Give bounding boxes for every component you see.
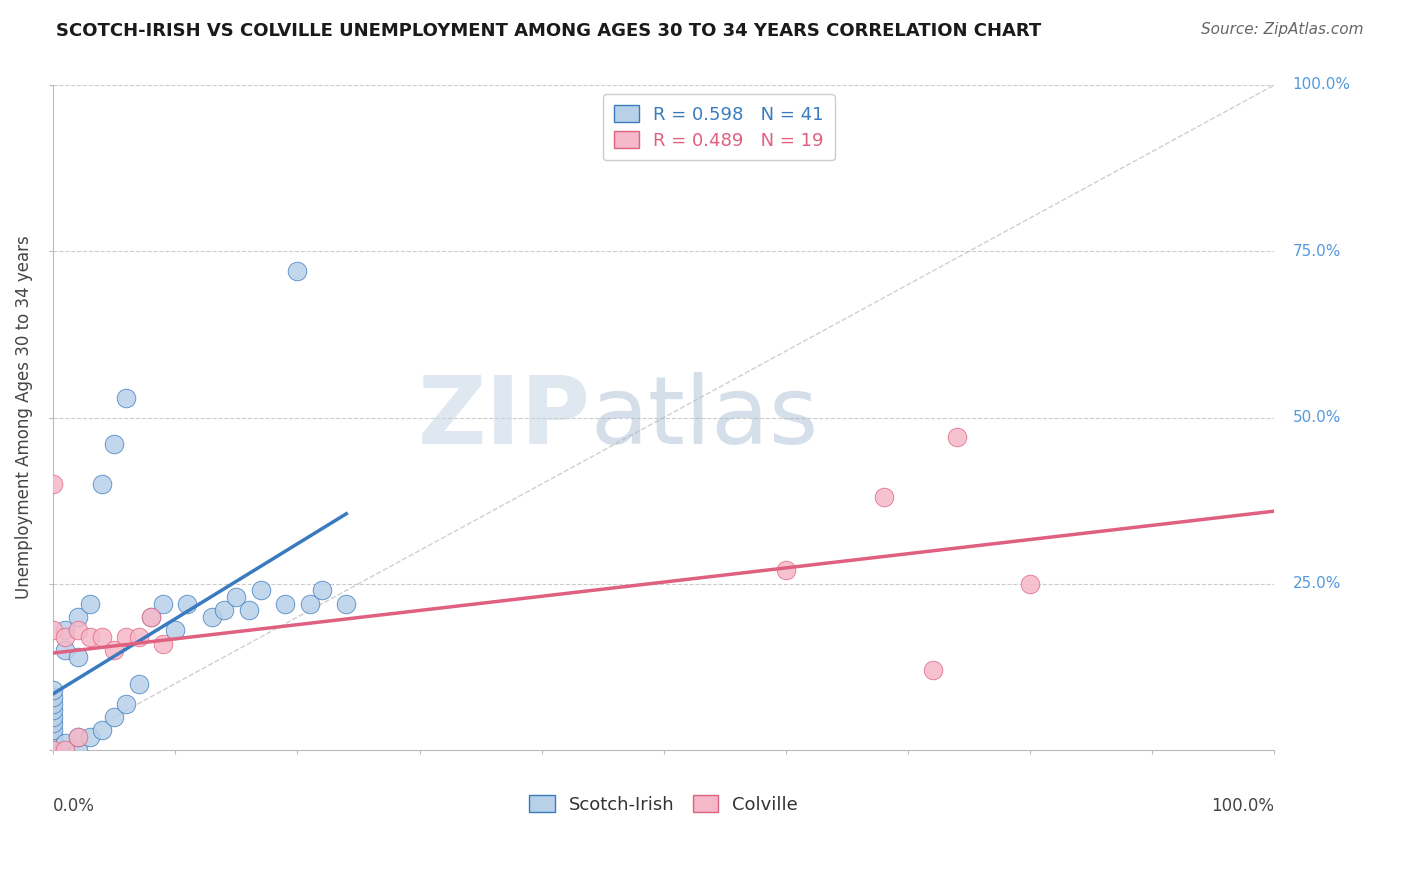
Point — [53, 743, 76, 757]
Point — [53, 743, 76, 757]
Point — [103, 710, 125, 724]
Point — [152, 597, 174, 611]
Point — [42, 624, 65, 638]
Point — [91, 723, 114, 738]
Point — [103, 643, 125, 657]
Point — [79, 730, 101, 744]
Text: 50.0%: 50.0% — [1292, 410, 1341, 425]
Point — [201, 610, 224, 624]
Point — [152, 637, 174, 651]
Point — [66, 610, 89, 624]
Point — [872, 491, 894, 505]
Point — [42, 710, 65, 724]
Point — [79, 630, 101, 644]
Point — [42, 477, 65, 491]
Point — [128, 676, 150, 690]
Point — [238, 603, 260, 617]
Point — [249, 583, 271, 598]
Point — [115, 630, 138, 644]
Point — [103, 437, 125, 451]
Point — [225, 590, 247, 604]
Point — [212, 603, 235, 617]
Text: ZIP: ZIP — [418, 371, 591, 464]
Legend: Scotch-Irish, Colville: Scotch-Irish, Colville — [522, 788, 806, 821]
Text: 75.0%: 75.0% — [1292, 244, 1341, 259]
Point — [921, 663, 943, 677]
Point — [311, 583, 333, 598]
Point — [274, 597, 297, 611]
Point — [91, 477, 114, 491]
Y-axis label: Unemployment Among Ages 30 to 34 years: Unemployment Among Ages 30 to 34 years — [15, 235, 32, 599]
Point — [42, 697, 65, 711]
Point — [66, 730, 89, 744]
Point — [42, 730, 65, 744]
Point — [53, 624, 76, 638]
Point — [91, 630, 114, 644]
Text: 100.0%: 100.0% — [1212, 797, 1274, 814]
Point — [176, 597, 198, 611]
Point — [53, 643, 76, 657]
Point — [42, 743, 65, 757]
Text: 0.0%: 0.0% — [53, 797, 96, 814]
Point — [53, 630, 76, 644]
Text: 100.0%: 100.0% — [1292, 78, 1351, 93]
Point — [139, 610, 162, 624]
Point — [42, 736, 65, 750]
Point — [946, 430, 969, 444]
Point — [42, 716, 65, 731]
Point — [66, 650, 89, 665]
Point — [115, 697, 138, 711]
Text: SCOTCH-IRISH VS COLVILLE UNEMPLOYMENT AMONG AGES 30 TO 34 YEARS CORRELATION CHAR: SCOTCH-IRISH VS COLVILLE UNEMPLOYMENT AM… — [56, 22, 1042, 40]
Text: atlas: atlas — [591, 371, 818, 464]
Point — [775, 564, 797, 578]
Point — [66, 730, 89, 744]
Point — [42, 723, 65, 738]
Point — [79, 597, 101, 611]
Point — [335, 597, 357, 611]
Point — [165, 624, 187, 638]
Text: 25.0%: 25.0% — [1292, 576, 1341, 591]
Point — [42, 743, 65, 757]
Point — [1019, 576, 1042, 591]
Point — [128, 630, 150, 644]
Point — [66, 624, 89, 638]
Point — [42, 690, 65, 704]
Point — [115, 391, 138, 405]
Point — [53, 736, 76, 750]
Point — [66, 743, 89, 757]
Point — [139, 610, 162, 624]
Text: Source: ZipAtlas.com: Source: ZipAtlas.com — [1201, 22, 1364, 37]
Point — [42, 703, 65, 717]
Point — [298, 597, 321, 611]
Point — [287, 264, 309, 278]
Point — [42, 683, 65, 698]
